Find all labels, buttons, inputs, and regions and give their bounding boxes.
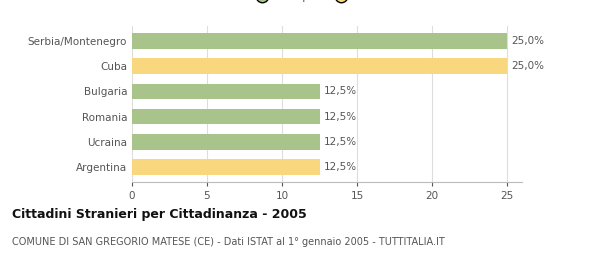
Bar	[132, 109, 320, 125]
Bar	[132, 159, 320, 175]
Text: COMUNE DI SAN GREGORIO MATESE (CE) - Dati ISTAT al 1° gennaio 2005 - TUTTITALIA.: COMUNE DI SAN GREGORIO MATESE (CE) - Dat…	[12, 237, 445, 246]
Text: 25,0%: 25,0%	[511, 61, 545, 71]
Text: 25,0%: 25,0%	[511, 36, 545, 46]
Bar	[132, 58, 507, 74]
Bar	[132, 83, 320, 99]
Bar	[132, 33, 507, 49]
Text: 12,5%: 12,5%	[324, 137, 357, 147]
Text: Cittadini Stranieri per Cittadinanza - 2005: Cittadini Stranieri per Cittadinanza - 2…	[12, 208, 307, 221]
Text: 12,5%: 12,5%	[324, 112, 357, 122]
Bar	[132, 134, 320, 150]
Legend: Europa, America: Europa, America	[247, 0, 407, 7]
Text: 12,5%: 12,5%	[324, 162, 357, 172]
Text: 12,5%: 12,5%	[324, 86, 357, 96]
